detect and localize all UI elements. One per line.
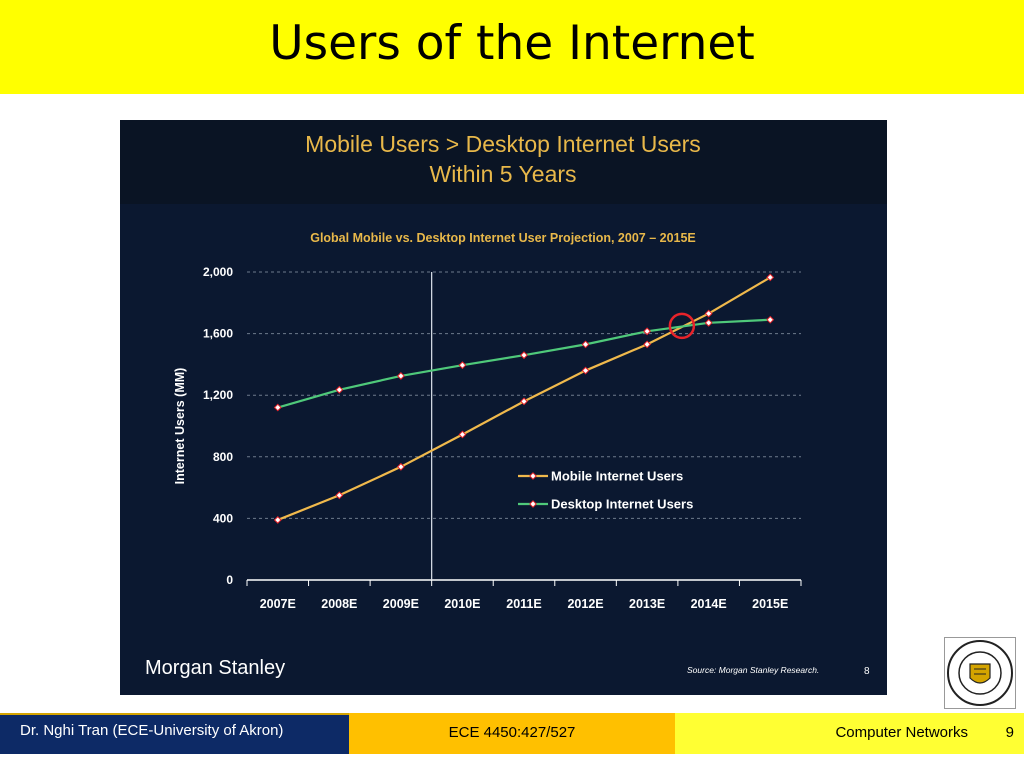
page-number: 9 xyxy=(1005,724,1014,741)
chart-title: Global Mobile vs. Desktop Internet User … xyxy=(310,231,696,245)
crossover-highlight xyxy=(668,312,696,340)
x-tick-label: 2014E xyxy=(691,597,727,611)
y-tick-label: 1,200 xyxy=(203,388,233,402)
slide-title: Users of the Internet xyxy=(269,16,755,71)
chart-image: Mobile Users > Desktop Internet Users Wit… xyxy=(120,120,887,695)
university-seal-logo xyxy=(944,637,1016,709)
brand-logo-text: Morgan Stanley xyxy=(145,657,285,679)
footer-course-text: ECE 4450:427/527 xyxy=(448,724,576,741)
data-point xyxy=(520,351,528,360)
data-point xyxy=(766,273,775,282)
footer-subject: Computer Networks 9 xyxy=(675,713,1024,754)
data-point xyxy=(273,403,282,412)
y-tick-label: 1,600 xyxy=(203,327,233,341)
data-point xyxy=(396,462,405,471)
chart-header-line2: Within 5 Years xyxy=(429,161,576,187)
x-tick-label: 2012E xyxy=(567,597,603,611)
y-axis-label: Internet Users (MM) xyxy=(173,368,187,485)
footer-course: ECE 4450:427/527 xyxy=(349,713,675,754)
x-tick-label: 2015E xyxy=(752,597,788,611)
data-point xyxy=(458,430,467,439)
x-tick-label: 2013E xyxy=(629,597,665,611)
x-tick-label: 2009E xyxy=(383,597,419,611)
data-point xyxy=(335,491,344,500)
chart-header-line1: Mobile Users > Desktop Internet Users xyxy=(305,131,701,157)
data-point xyxy=(520,397,528,406)
y-tick-label: 2,000 xyxy=(203,265,233,279)
x-tick-label: 2008E xyxy=(321,597,357,611)
data-point xyxy=(704,309,713,318)
source-note: Source: Morgan Stanley Research. xyxy=(687,665,819,675)
y-tick-label: 0 xyxy=(226,573,233,587)
series-line xyxy=(277,318,771,409)
y-tick-label: 800 xyxy=(213,450,233,464)
footer-author-text: Dr. Nghi Tran (ECE-University of Akron) xyxy=(20,722,284,739)
chart-header-band xyxy=(120,120,887,204)
data-point xyxy=(396,372,405,380)
data-point xyxy=(273,516,282,524)
data-point xyxy=(581,340,590,349)
chart-page-ref: 8 xyxy=(864,666,870,677)
x-tick-label: 2011E xyxy=(506,597,541,611)
footer-subject-text: Computer Networks xyxy=(835,724,968,741)
data-point xyxy=(643,340,652,349)
x-tick-label: 2007E xyxy=(260,597,296,611)
legend-marker xyxy=(529,500,537,508)
data-point xyxy=(766,315,775,324)
footer-author: Dr. Nghi Tran (ECE-University of Akron) xyxy=(0,713,349,754)
data-point xyxy=(335,385,344,394)
legend-marker xyxy=(529,472,537,480)
data-point xyxy=(643,327,652,336)
data-point xyxy=(581,366,590,375)
seal-icon xyxy=(947,640,1013,706)
data-point xyxy=(704,318,713,327)
y-tick-label: 400 xyxy=(213,511,233,525)
legend-label: Desktop Internet Users xyxy=(551,497,693,512)
title-bar xyxy=(0,0,1024,94)
data-point xyxy=(458,361,467,370)
legend-label: Mobile Internet Users xyxy=(551,469,683,484)
line-chart: Mobile Users > Desktop Internet Users Wit… xyxy=(120,120,887,679)
x-tick-label: 2010E xyxy=(444,597,480,611)
